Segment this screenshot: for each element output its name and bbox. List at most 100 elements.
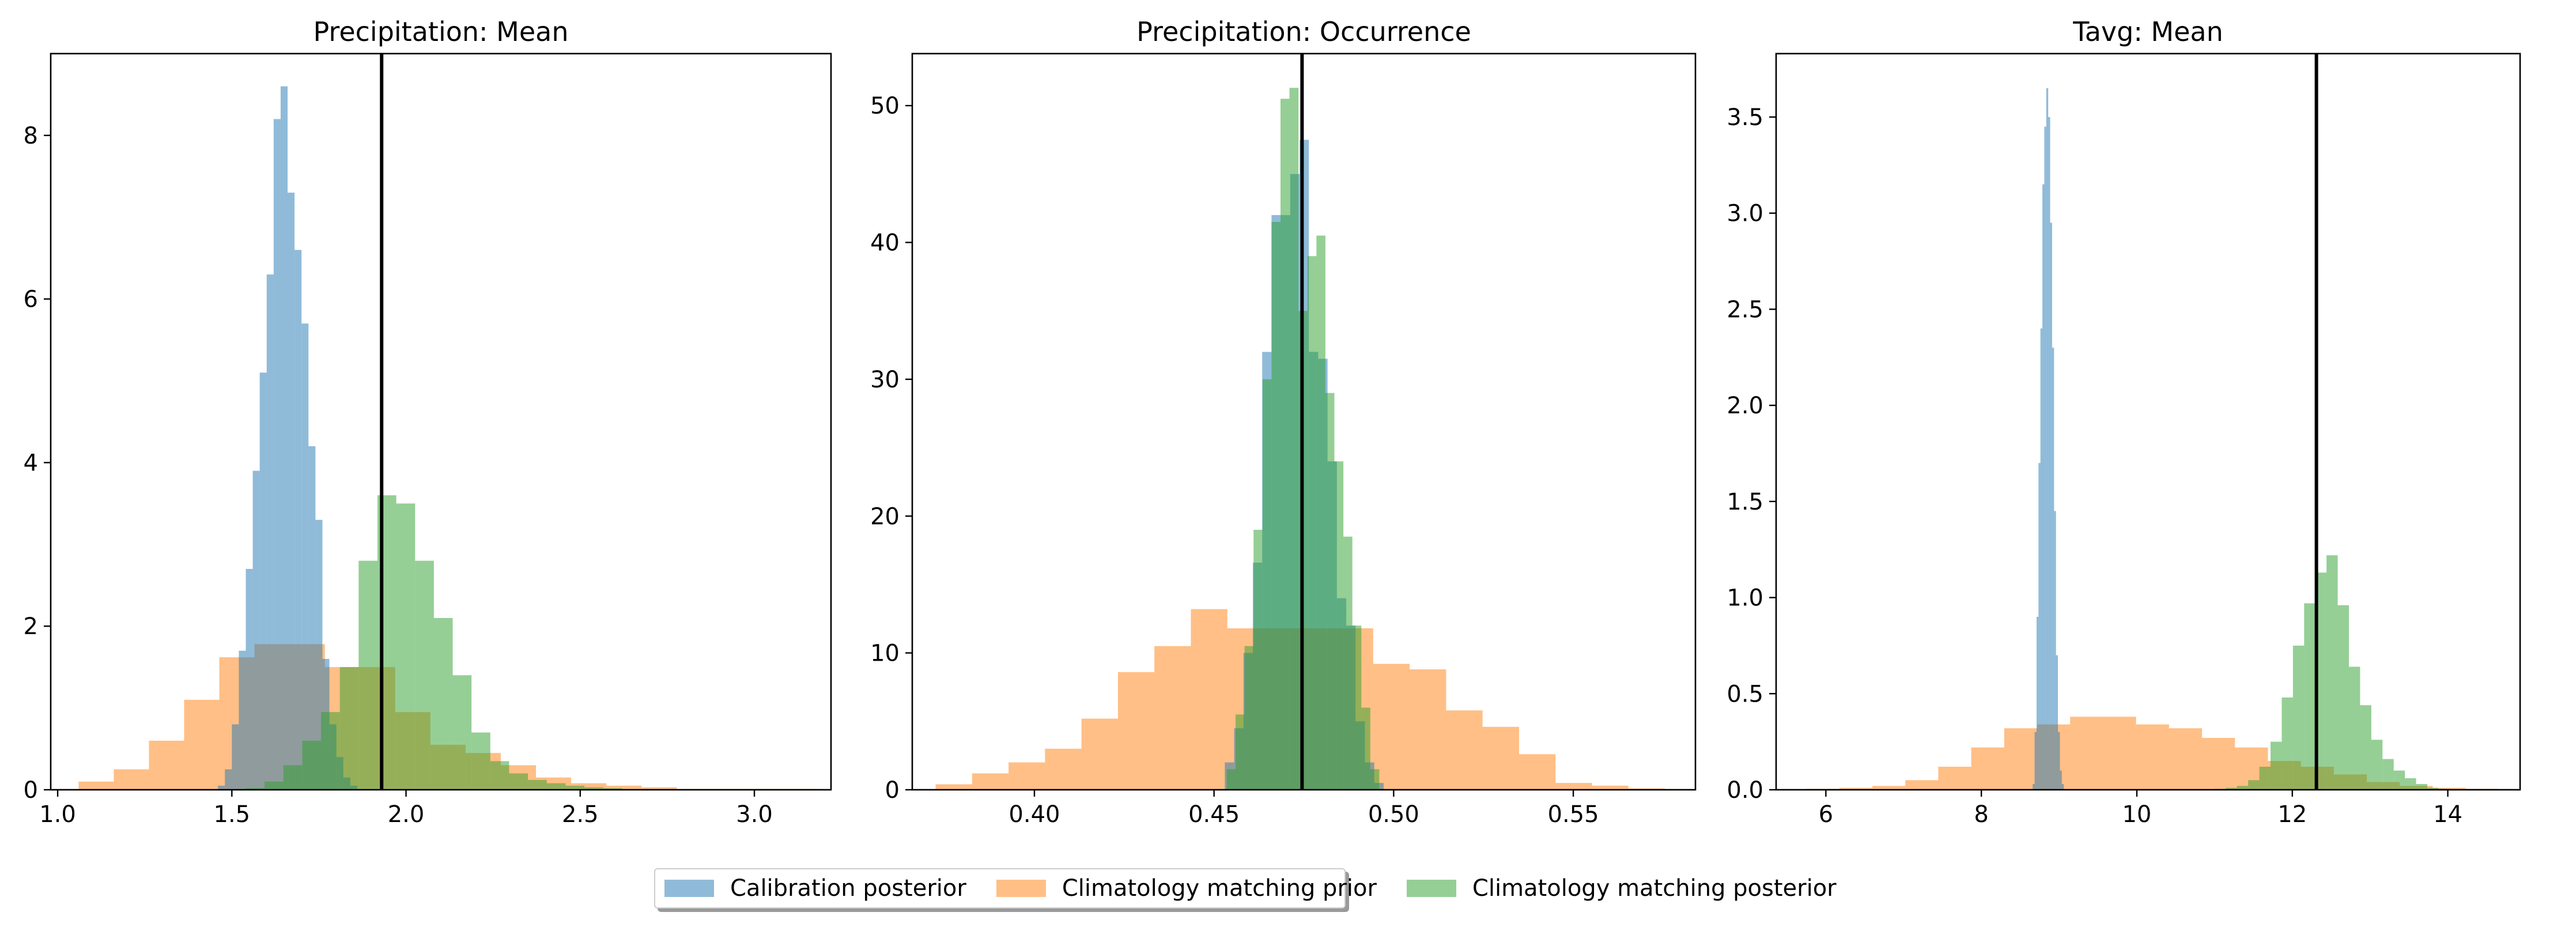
series-calibration-posterior [2033, 88, 2064, 790]
histogram-bar [301, 323, 309, 790]
series-climatology-matching-posterior [1226, 88, 1380, 790]
histogram-bar [2061, 783, 2064, 790]
histogram-bar [252, 470, 260, 790]
legend-swatch-calibration-posterior [664, 880, 714, 897]
histogram-bar [2060, 770, 2062, 790]
histogram-bar [2070, 717, 2103, 790]
histogram-bar [1872, 786, 1906, 790]
histogram-bar [2050, 223, 2052, 790]
histogram-bar [2201, 737, 2235, 790]
histogram-bar [1289, 88, 1299, 790]
histogram-bar [149, 740, 184, 790]
histogram-bar [1325, 393, 1335, 790]
y-tick-label: 3.5 [1727, 104, 1763, 131]
x-tick-label: 1.5 [214, 801, 251, 828]
histogram-bar [1971, 747, 2004, 790]
y-tick-label: 2 [24, 613, 38, 640]
histogram-bar [315, 519, 323, 790]
histogram-bar [2038, 463, 2041, 790]
y-tick-label: 0.0 [1727, 777, 1763, 804]
histogram-bar [1244, 646, 1254, 790]
histogram-bar [2040, 328, 2043, 790]
histogram-bar [259, 372, 267, 790]
y-tick-label: 1.0 [1727, 585, 1763, 612]
histogram-bar [280, 86, 288, 790]
legend-swatch-climatology-posterior [1406, 880, 1456, 897]
histogram-bar [1154, 646, 1191, 790]
series-calibration-posterior [218, 86, 357, 790]
histogram-bar [1226, 769, 1236, 790]
chart-title: Precipitation: Mean [313, 16, 569, 47]
histogram-bar [239, 650, 246, 790]
histogram-bar [2004, 728, 2037, 790]
histogram-bar [1938, 766, 1971, 790]
histogram-bar [225, 769, 232, 790]
y-tick-label: 1.5 [1727, 489, 1763, 515]
x-tick-label: 1.0 [39, 801, 76, 828]
histogram-bar [433, 618, 453, 790]
histogram-bar [1280, 99, 1290, 790]
histogram-bar [396, 503, 416, 790]
y-tick-label: 40 [870, 230, 900, 257]
axes-frame [50, 52, 832, 791]
histogram-bar [2046, 88, 2049, 790]
x-tick-label: 14 [2433, 801, 2462, 828]
histogram-bar [1009, 762, 1045, 790]
y-tick-label: 0 [24, 777, 38, 804]
histogram-bar [1592, 785, 1629, 790]
legend-label: Calibration posterior [730, 875, 966, 902]
histogram-bar [2337, 605, 2349, 790]
histogram-bar [490, 761, 509, 790]
histogram-bar [2034, 732, 2037, 790]
histogram-bar [321, 712, 340, 790]
histogram-bar [265, 781, 284, 790]
x-tick-label: 0.50 [1368, 801, 1419, 828]
legend-label: Climatology matching posterior [1472, 875, 1837, 902]
x-tick-label: 6 [1819, 801, 1833, 828]
histogram-bar [1117, 672, 1155, 790]
y-tick-label: 2.5 [1727, 296, 1763, 323]
histogram-bar [358, 560, 377, 790]
histogram-bar [606, 785, 642, 790]
histogram-bar [1352, 625, 1362, 790]
series-climatology-matching-posterior [245, 495, 679, 790]
legend: Calibration posterior Climatology matchi… [654, 868, 1837, 909]
histogram-bar [2136, 724, 2169, 790]
histogram-bar [565, 785, 585, 790]
histogram-bar [2056, 655, 2058, 790]
histogram-bar [603, 788, 622, 790]
histogram-bar [2042, 184, 2045, 790]
histogram-bar [288, 193, 295, 790]
x-tick-label: 12 [2277, 801, 2307, 828]
histogram-bar [339, 667, 359, 790]
histogram-bar [452, 675, 472, 790]
histogram-bar [2270, 741, 2282, 790]
x-tick-label: 10 [2122, 801, 2151, 828]
histogram-bar [641, 787, 677, 790]
histogram-bar [2416, 783, 2427, 790]
histogram-bar [294, 250, 302, 790]
x-tick-label: 8 [1974, 801, 1988, 828]
histogram-bar [232, 724, 239, 790]
histogram-bar [1410, 669, 1446, 790]
x-tick-label: 2.5 [562, 801, 599, 828]
histogram-bar [509, 773, 528, 790]
histogram-bar [1839, 787, 1873, 790]
x-tick-label: 0.40 [1009, 801, 1060, 828]
histogram-bar [415, 560, 434, 790]
histogram-bar [266, 274, 274, 790]
histogram-bar [1271, 221, 1281, 790]
histogram-bar [2427, 787, 2439, 790]
histogram-bar [1191, 609, 1227, 790]
histogram-bar [972, 773, 1009, 790]
histogram-bar [78, 781, 114, 790]
y-tick-label: 50 [870, 93, 900, 119]
histogram-bar [283, 765, 303, 790]
histogram-bar [1262, 379, 1272, 790]
histogram-bar [1045, 748, 1082, 790]
histogram-bar [2360, 705, 2371, 790]
histogram-bar [245, 788, 265, 790]
y-tick-label: 0 [885, 777, 900, 804]
y-tick-label: 20 [870, 503, 900, 530]
